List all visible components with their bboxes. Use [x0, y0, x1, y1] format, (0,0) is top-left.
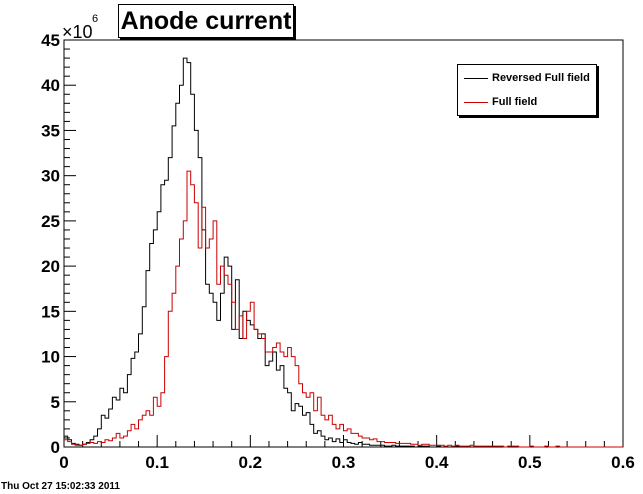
y-tick-label: 10	[41, 348, 60, 367]
y-tick-label: 45	[41, 31, 60, 50]
legend-label: Reversed Full field	[492, 72, 590, 84]
legend-item-full-field: Full field	[458, 92, 596, 112]
y-tick-label: 20	[41, 257, 60, 276]
legend-label: Full field	[492, 96, 538, 108]
x-tick-label: 0.3	[332, 453, 356, 472]
x-tick-label: 0.1	[145, 453, 169, 472]
x-tick-label: 0.5	[518, 453, 542, 472]
y-multiplier-exponent: 6	[92, 13, 98, 25]
timestamp: Thu Oct 27 15:02:33 2011	[1, 481, 120, 492]
y-multiplier-label: ×10	[62, 22, 93, 42]
y-tick-label: 35	[41, 121, 60, 140]
y-tick-label: 40	[41, 76, 60, 95]
x-tick-label: 0.2	[239, 453, 263, 472]
y-tick-label: 25	[41, 212, 60, 231]
y-tick-label: 0	[51, 438, 60, 457]
y-tick-label: 5	[51, 393, 60, 412]
histogram-full-field	[64, 170, 623, 448]
legend-swatch-red	[464, 102, 488, 103]
legend-swatch-black	[464, 78, 488, 79]
histogram-reversed-full-field	[64, 57, 623, 448]
x-tick-label: 0.4	[425, 453, 449, 472]
y-tick-label: 30	[41, 167, 60, 186]
chart-title: Anode current	[118, 4, 294, 38]
x-tick-label: 0.6	[611, 453, 635, 472]
legend: Reversed Full field Full field	[457, 64, 597, 116]
y-axis: 0 5 10 15 20 25 30 35 40 45	[41, 31, 76, 457]
y-tick-label: 15	[41, 302, 60, 321]
x-tick-label: 0	[59, 453, 68, 472]
legend-item-reversed-full-field: Reversed Full field	[458, 68, 596, 88]
x-axis: 0 0.1 0.2 0.3 0.4 0.5 0.6	[59, 435, 635, 472]
